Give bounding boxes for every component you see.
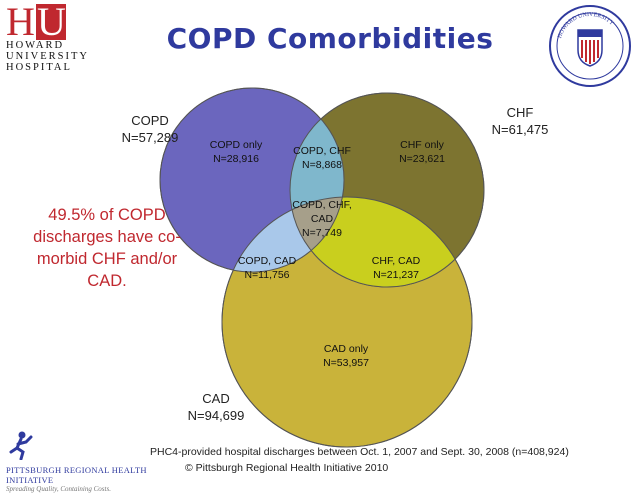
all-three-label-line2: CAD: [310, 213, 334, 225]
chf-set-count: N=61,475: [491, 122, 549, 137]
chf-set-name: CHF: [506, 105, 534, 120]
copd-cad-overlap: [222, 197, 344, 272]
chf-only-region: CHF only N=23,621: [382, 138, 462, 166]
runner-icon: [9, 431, 33, 461]
copd-only-label: COPD only: [209, 139, 263, 151]
copd-only-region: COPD only N=28,916: [196, 138, 276, 166]
copd-set-name: COPD: [131, 113, 169, 128]
cad-only-count: N=53,957: [323, 357, 369, 369]
cad-set-label: CAD N=94,699: [176, 390, 256, 424]
cad-set-count: N=94,699: [187, 408, 245, 423]
chf-cad-region: CHF, CAD N=21,237: [356, 254, 436, 282]
copd-cad-region: COPD, CAD N=11,756: [226, 254, 308, 282]
cad-only-region: CAD only N=53,957: [306, 342, 386, 370]
logo-initials: HU: [6, 0, 66, 44]
copd-chf-label: COPD, CHF: [293, 145, 351, 157]
copd-only-count: N=28,916: [213, 153, 259, 165]
page-title: COPD Comorbidities: [166, 22, 494, 55]
copd-cad-count: N=11,756: [244, 269, 290, 281]
logo-line-1: HOWARD: [6, 40, 65, 51]
venn-diagram: [159, 87, 485, 448]
chf-cad-label: CHF, CAD: [371, 255, 421, 267]
source-footnote: PHC4-provided hospital discharges betwee…: [150, 446, 569, 458]
all-three-label-line1: COPD, CHF,: [292, 199, 352, 211]
university-seal-icon: HOWARD UNIVERSITY: [549, 5, 631, 87]
copd-set-count: N=57,289: [121, 130, 179, 145]
copd-chf-region: COPD, CHF N=8,868: [286, 144, 358, 172]
cad-set-name: CAD: [202, 391, 230, 406]
copyright-footnote: © Pittsburgh Regional Health Initiative …: [185, 462, 389, 474]
logo-initial-box: U: [35, 0, 66, 44]
copd-cad-label: COPD, CAD: [237, 255, 297, 267]
prhi-logo: PITTSBURGH REGIONAL HEALTH INITIATIVE Sp…: [6, 430, 156, 493]
chf-cad-count: N=21,237: [373, 269, 419, 281]
all-three-count: N=7,749: [302, 227, 342, 239]
prhi-org-name: PITTSBURGH REGIONAL HEALTH INITIATIVE: [6, 465, 147, 485]
chf-set-label: CHF N=61,475: [480, 104, 560, 138]
callout-note: 49.5% of COPD discharges have co-morbid …: [33, 206, 181, 290]
chf-only-count: N=23,621: [399, 153, 445, 165]
logo-line-3: HOSPITAL: [6, 62, 72, 73]
howard-university-hospital-logo: HU HOWARD UNIVERSITY HOSPITAL: [6, 0, 116, 74]
copd-chf-count: N=8,868: [302, 159, 342, 171]
logo-line-2: UNIVERSITY: [6, 51, 89, 62]
copd-set-label: COPD N=57,289: [110, 112, 190, 146]
chf-only-label: CHF only: [400, 139, 444, 151]
cad-only-label: CAD only: [323, 343, 369, 355]
chf-cad-overlap: [290, 197, 472, 287]
prhi-tagline: Spreading Quality, Containing Costs.: [6, 485, 111, 493]
all-three-region: COPD, CHF, CAD N=7,749: [284, 198, 360, 240]
